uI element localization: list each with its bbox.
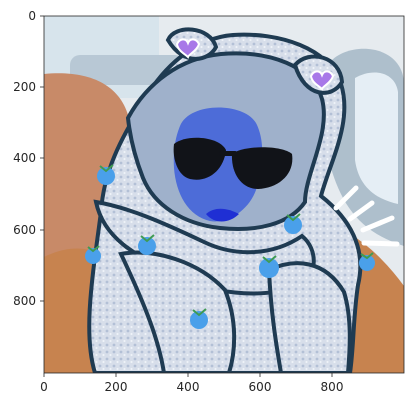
y-tick-label: 0: [28, 9, 36, 23]
y-tick-label: 600: [13, 223, 36, 237]
airplane-window-left: [70, 55, 185, 85]
y-ticks: [40, 15, 44, 302]
x-tick-label: 600: [249, 380, 272, 394]
x-tick-label: 200: [105, 380, 128, 394]
x-tick-label: 0: [40, 380, 48, 394]
photo-image: [44, 16, 404, 373]
y-tick-label: 200: [13, 80, 36, 94]
sparkle-lines: [333, 185, 400, 247]
x-tick-label: 800: [321, 380, 344, 394]
y-tick-label: 800: [13, 294, 36, 308]
orange-stickers: [85, 164, 375, 329]
heart-icon: [309, 70, 335, 91]
x-ticks: [43, 373, 333, 377]
y-tick-label: 400: [13, 151, 36, 165]
x-tick-label: 400: [177, 380, 200, 394]
plot-frame: [43, 15, 405, 374]
scarf-left: [118, 250, 237, 373]
scarf-right: [266, 261, 352, 373]
lips: [206, 208, 239, 222]
sunglasses-left-lens: [173, 137, 226, 180]
heart-icon: [175, 38, 201, 59]
sunglasses-right-lens: [231, 147, 293, 189]
